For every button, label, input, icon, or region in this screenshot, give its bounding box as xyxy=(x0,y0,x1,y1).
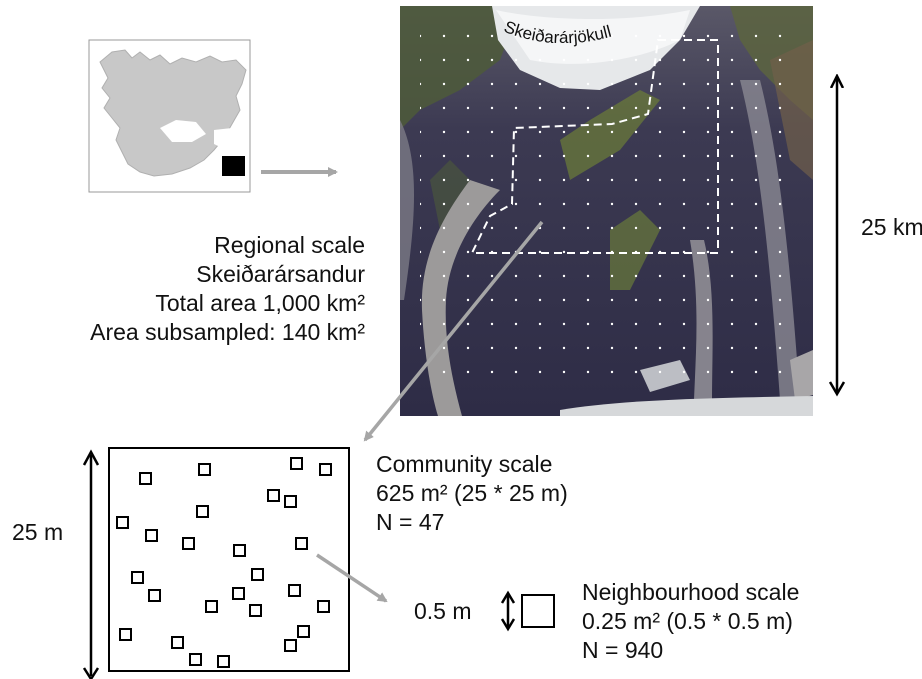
community-count: N = 47 xyxy=(376,509,445,535)
community-scale-label: 25 m xyxy=(12,519,64,545)
quadrats xyxy=(116,457,332,668)
regional-text-block: Regional scale Skeiðarársandur Total are… xyxy=(90,231,365,347)
regional-scale-label: 25 km xyxy=(861,214,922,240)
community-text-block: Community scale 625 m² (25 * 25 m) N = 4… xyxy=(376,450,568,537)
subsample-boundary xyxy=(470,39,719,254)
study-area-marker xyxy=(222,156,245,176)
neighbourhood-scale-title: Neighbourhood scale xyxy=(582,579,800,605)
neighbourhood-text-block: Neighbourhood scale 0.25 m² (0.5 * 0.5 m… xyxy=(582,578,799,665)
iceland-inset-map xyxy=(88,39,251,193)
regional-to-community-arrow xyxy=(363,220,544,442)
community-area: 625 m² (25 * 25 m) xyxy=(376,480,568,506)
regional-scale-title: Regional scale xyxy=(214,232,365,258)
community-to-neighbourhood-arrow xyxy=(316,553,388,603)
community-plot xyxy=(108,447,350,672)
neighbourhood-count: N = 940 xyxy=(582,637,664,663)
neighbourhood-area: 0.25 m² (0.5 * 0.5 m) xyxy=(582,608,793,634)
regional-site-name: Skeiðarársandur xyxy=(196,261,365,287)
regional-total-area: Total area 1,000 km² xyxy=(155,290,365,316)
iceland-shape xyxy=(99,49,247,177)
satellite-image xyxy=(400,6,813,416)
community-scale-title: Community scale xyxy=(376,451,553,477)
neighbourhood-scale-label: 0.5 m xyxy=(414,598,472,624)
neighbourhood-quadrat xyxy=(521,594,555,628)
regional-subsampled-area: Area subsampled: 140 km² xyxy=(90,319,365,345)
